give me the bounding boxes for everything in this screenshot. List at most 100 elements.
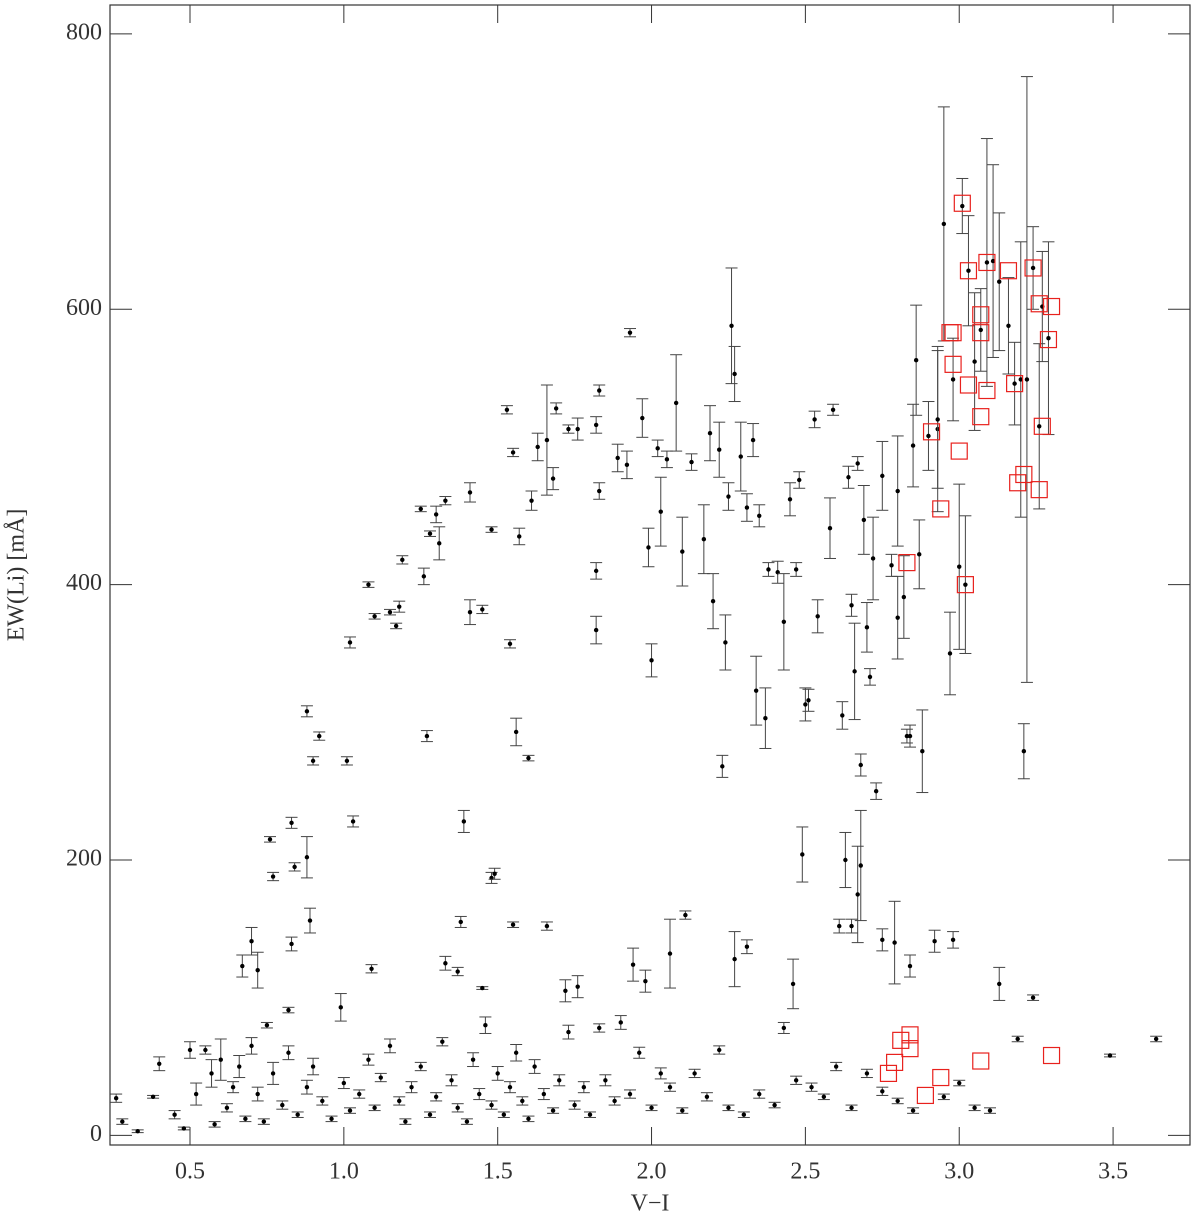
point	[187, 1047, 193, 1053]
point	[501, 1112, 507, 1117]
point	[292, 864, 297, 870]
point	[680, 1108, 685, 1113]
point	[532, 1064, 537, 1069]
point	[240, 963, 245, 969]
point	[726, 494, 731, 499]
highlight-marker	[956, 576, 974, 594]
point	[513, 729, 519, 735]
point	[612, 1098, 617, 1104]
point	[535, 444, 540, 450]
point	[732, 956, 737, 962]
point	[812, 417, 817, 422]
point	[489, 1102, 494, 1108]
point	[664, 457, 670, 462]
point	[950, 377, 956, 382]
point	[830, 407, 836, 412]
point	[726, 1105, 731, 1111]
point	[249, 1043, 254, 1049]
point	[366, 582, 371, 587]
point	[720, 764, 725, 769]
point	[1046, 335, 1051, 341]
point	[443, 498, 448, 503]
point	[529, 498, 534, 503]
highlight-marker	[901, 1026, 919, 1044]
point	[895, 488, 900, 494]
point	[218, 1057, 223, 1062]
point	[541, 1091, 547, 1097]
point	[741, 1112, 747, 1117]
highlight-marker	[879, 1064, 898, 1083]
highlight-marker	[898, 554, 916, 572]
point	[270, 874, 276, 879]
point	[809, 1084, 814, 1090]
point	[630, 962, 636, 967]
point	[941, 221, 947, 227]
point	[950, 937, 956, 943]
point	[507, 1084, 513, 1090]
point	[646, 545, 651, 550]
point	[793, 1078, 799, 1083]
highlight-marker	[1024, 259, 1042, 277]
highlight-marker	[916, 1086, 934, 1105]
point	[433, 1094, 439, 1100]
point	[803, 702, 808, 707]
point	[443, 961, 448, 966]
point	[880, 473, 885, 479]
point	[772, 1102, 777, 1108]
point	[421, 574, 427, 579]
point	[310, 758, 316, 764]
point	[821, 1094, 827, 1100]
point	[864, 625, 870, 630]
point	[667, 1084, 673, 1090]
point	[837, 923, 842, 929]
point	[889, 563, 894, 568]
highlight-marker	[1030, 295, 1048, 313]
point	[378, 1075, 383, 1080]
highlight-marker	[978, 381, 996, 400]
point	[827, 525, 833, 531]
point	[427, 531, 433, 536]
point	[1012, 381, 1017, 386]
point	[593, 422, 599, 428]
point	[972, 359, 977, 364]
point	[957, 564, 962, 569]
highlight-marker	[922, 423, 941, 441]
point	[397, 1098, 402, 1104]
highlight-marker	[1042, 297, 1061, 316]
point	[418, 506, 423, 512]
point	[627, 1091, 633, 1097]
point	[997, 981, 1002, 987]
point	[990, 258, 996, 264]
point	[846, 475, 851, 480]
point	[397, 604, 402, 609]
point	[587, 1112, 593, 1117]
point	[224, 1105, 230, 1111]
plot-frame	[109, 4, 1191, 1146]
highlight-marker	[944, 355, 962, 373]
highlight-marker	[1006, 375, 1024, 393]
point	[852, 669, 857, 674]
point	[317, 733, 322, 739]
x-tick-label: 2.5	[790, 1159, 820, 1185]
point	[566, 1029, 571, 1035]
point	[203, 1047, 208, 1053]
point	[649, 658, 654, 663]
point	[692, 1071, 697, 1076]
highlight-marker	[901, 1040, 919, 1058]
point	[461, 819, 467, 824]
y-tick-label: 0	[90, 1121, 102, 1147]
point	[997, 279, 1002, 284]
point	[557, 1078, 562, 1083]
point	[172, 1112, 177, 1117]
point	[480, 985, 485, 991]
point	[920, 749, 925, 754]
point	[637, 1050, 642, 1055]
highlight-marker	[953, 194, 971, 212]
point	[310, 1064, 316, 1069]
point	[280, 1102, 285, 1108]
point	[849, 1105, 854, 1111]
point	[701, 537, 707, 542]
point	[366, 1057, 371, 1062]
highlight-marker	[959, 376, 978, 394]
